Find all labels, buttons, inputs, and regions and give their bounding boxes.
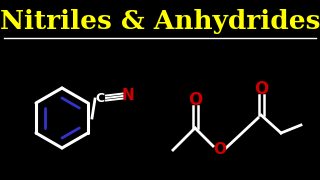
Text: N: N [122,89,134,104]
Text: O: O [213,143,227,158]
Text: O: O [188,91,202,109]
Text: Nitriles & Anhydrides: Nitriles & Anhydrides [0,10,320,35]
Text: O: O [254,80,268,98]
Text: C: C [95,91,105,105]
